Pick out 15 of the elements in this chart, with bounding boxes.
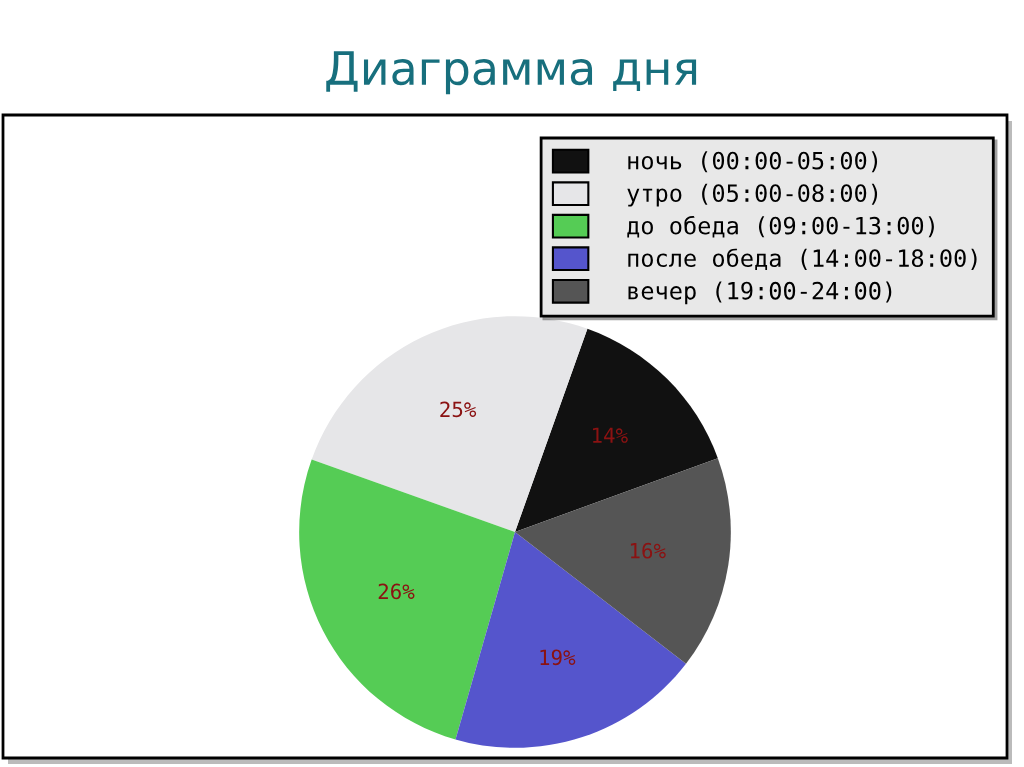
data-label: 16% bbox=[630, 542, 666, 559]
data-label: 26% bbox=[378, 583, 415, 600]
data-label: 14% bbox=[592, 427, 628, 443]
legend-label: вечер (19:00-24:00) bbox=[628, 281, 892, 305]
pie-slice bbox=[455, 532, 687, 748]
pie-slice bbox=[299, 459, 515, 740]
data-label: 25% bbox=[440, 401, 477, 418]
pie-slice bbox=[515, 328, 718, 532]
legend-label: после обеда (14:00-18:00) bbox=[628, 248, 977, 271]
chart-title: Диаграмма дня bbox=[326, 51, 697, 95]
legend-label: до обеда (09:00-13:00) bbox=[627, 215, 934, 238]
pie-slice bbox=[515, 458, 731, 664]
legend-label: утро (05:00-08:00) bbox=[627, 183, 878, 207]
data-label: 19% bbox=[540, 649, 576, 666]
legend-label: ночь (00:00-05:00) bbox=[628, 151, 878, 173]
